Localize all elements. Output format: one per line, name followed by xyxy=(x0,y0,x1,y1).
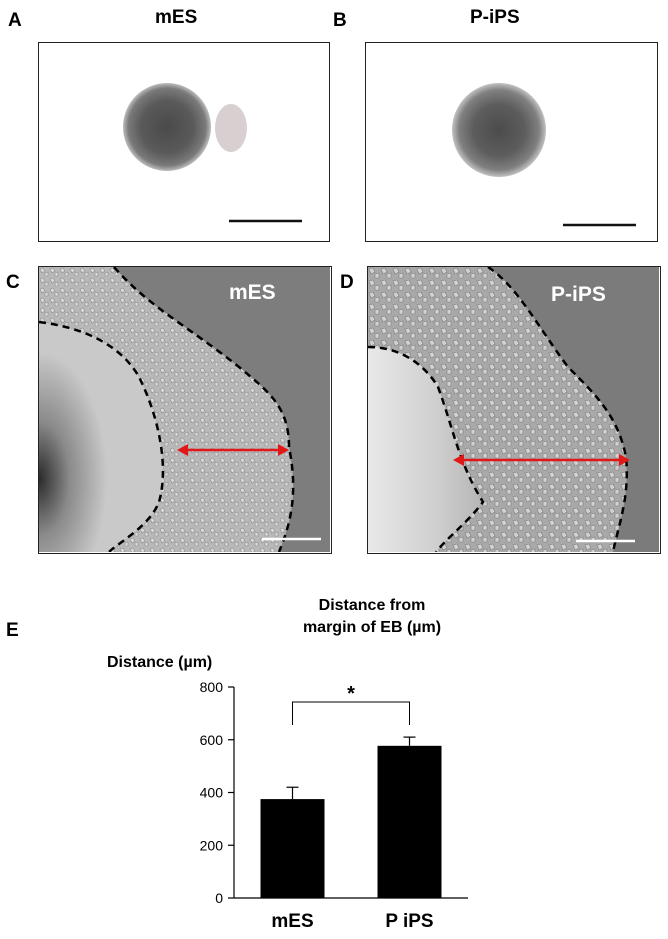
distance-arrow xyxy=(177,444,289,456)
panel-c-image: mES xyxy=(38,266,332,554)
panel-d-outgrowth-image xyxy=(368,267,659,552)
panel-letter-d: D xyxy=(340,272,354,293)
outgrowth-margin-line xyxy=(113,267,295,552)
panel-b-title: P-iPS xyxy=(470,7,520,28)
eb-core xyxy=(368,347,483,552)
distance-bar-chart: Distance from margin of EB (µm) Distance… xyxy=(107,597,468,932)
outgrowth-margin-line xyxy=(487,267,628,552)
eb-core xyxy=(39,322,163,552)
panel-c-label: mES xyxy=(229,281,276,304)
distance-arrow xyxy=(453,454,630,466)
y-tick-group: 0 200 400 600 800 xyxy=(200,679,234,906)
y-tick-label: 400 xyxy=(200,785,224,801)
panel-b-eb-image xyxy=(452,83,636,227)
y-tick-label: 600 xyxy=(200,732,224,748)
y-axis-label: Distance (µm) xyxy=(107,654,212,671)
y-tick-label: 200 xyxy=(200,837,224,853)
panel-b-image xyxy=(365,42,658,242)
bar-group xyxy=(260,736,442,898)
chart-title-line-2: margin of EB (µm) xyxy=(303,619,441,636)
chart-title-line-1: Distance from xyxy=(319,597,426,614)
panel-d-label: P-iPS xyxy=(551,283,606,306)
panel-a-eb-image xyxy=(123,83,302,223)
panel-a-image xyxy=(38,42,330,242)
x-tick-label-1: mES xyxy=(271,911,313,932)
panel-a-title: mES xyxy=(155,7,198,28)
eb-margin-line xyxy=(39,320,165,552)
significance-star: * xyxy=(347,683,355,705)
panel-d-image: P-iPS xyxy=(367,266,661,554)
y-tick-label: 0 xyxy=(215,890,223,906)
bar-1 xyxy=(260,799,325,898)
embryoid-body xyxy=(123,83,211,171)
embryoid-body xyxy=(452,83,546,177)
x-label-group: mES P iPS xyxy=(271,911,433,932)
y-tick-label: 800 xyxy=(200,679,224,695)
panel-c-outgrowth-image xyxy=(39,267,330,552)
panel-letter-a: A xyxy=(8,10,22,31)
bar-2 xyxy=(377,745,442,898)
debris-shape xyxy=(215,104,247,152)
panel-letter-e: E xyxy=(6,620,19,641)
panel-letter-c: C xyxy=(6,272,20,293)
x-tick-label-2: P iPS xyxy=(385,911,433,932)
panel-letter-b: B xyxy=(333,10,347,31)
significance-bracket xyxy=(292,701,410,725)
